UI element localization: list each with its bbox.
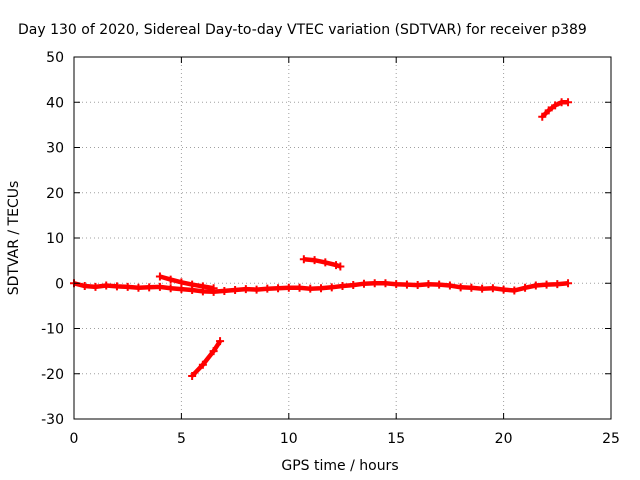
y-tick-label: 40 [46,95,64,111]
data-point [123,282,132,291]
data-point [467,283,476,292]
data-point [445,281,454,290]
data-point [166,275,175,284]
data-point [209,347,218,356]
data-point [551,101,560,110]
data-point [102,281,111,290]
data-point [198,282,207,291]
data-point [91,282,100,291]
data-point [538,112,547,121]
data-point [336,262,345,271]
data-point [134,283,143,292]
x-tick-label: 10 [280,431,298,447]
data-point [177,278,186,287]
data-point [299,255,308,264]
data-point [370,279,379,288]
data-point [456,283,465,292]
data-point [424,280,433,289]
x-tick-label: 0 [70,431,79,447]
series-segment-22h [538,98,573,121]
data-point [274,284,283,293]
data-point [306,284,315,293]
data-point [145,283,154,292]
data-point [252,285,261,294]
data-point [198,360,207,369]
data-point [216,337,225,346]
data-point [112,282,121,291]
data-point [564,98,573,107]
tick-layer: 0 5 10 15 20 25 -30 -20 -10 0 10 20 30 40 50 [41,50,620,447]
data-point [402,280,411,289]
x-tick-label: 15 [387,431,405,447]
data-point [231,286,240,295]
data-point [155,272,164,281]
y-tick-label: 20 [46,186,64,202]
series-segment-11h [299,255,345,271]
data-point [435,280,444,289]
data-point [80,281,89,290]
data-point [310,256,319,265]
y-tick-label: 10 [46,231,64,247]
data-point [220,286,229,295]
y-tick-label: 50 [46,50,64,66]
chart-title: Day 130 of 2020, Sidereal Day-to-day VTE… [18,22,587,38]
data-point [295,283,304,292]
data-point [381,279,390,288]
data-point [321,258,330,267]
data-point [564,279,573,288]
data-point [188,280,197,289]
grid-layer [74,57,611,419]
data-point [317,284,326,293]
data-point [544,106,553,115]
x-axis-label: GPS time / hours [281,458,398,474]
y-tick-label: 30 [46,141,64,157]
data-point [177,285,186,294]
data-point [553,280,562,289]
series-segment-4h [155,272,218,293]
data-point [488,284,497,293]
data-point [166,284,175,293]
data-point [284,283,293,292]
series-main-band [70,279,573,296]
x-tick-label: 20 [495,431,513,447]
data-point [209,284,218,293]
data-point [241,285,250,294]
series-layer [70,98,573,381]
series-segment-5.5h [188,337,225,381]
x-tick-label: 25 [602,431,620,447]
data-point [327,283,336,292]
data-point [263,284,272,293]
data-point [478,284,487,293]
data-point [521,283,530,292]
data-point [188,372,197,381]
y-tick-label: -10 [41,322,64,338]
data-point [155,282,164,291]
data-point [349,281,358,290]
data-point [531,281,540,290]
data-point [542,280,551,289]
data-point [359,279,368,288]
y-tick-label: -30 [41,412,64,428]
data-point [499,285,508,294]
y-tick-label: 0 [55,276,64,292]
x-tick-label: 5 [177,431,186,447]
y-tick-label: -20 [41,367,64,383]
data-point [332,261,341,270]
series-line [190,339,222,378]
data-point [338,281,347,290]
data-point [392,280,401,289]
data-point [510,286,519,295]
data-point [413,281,422,290]
y-axis-label: SDTVAR / TECUs [6,181,22,296]
